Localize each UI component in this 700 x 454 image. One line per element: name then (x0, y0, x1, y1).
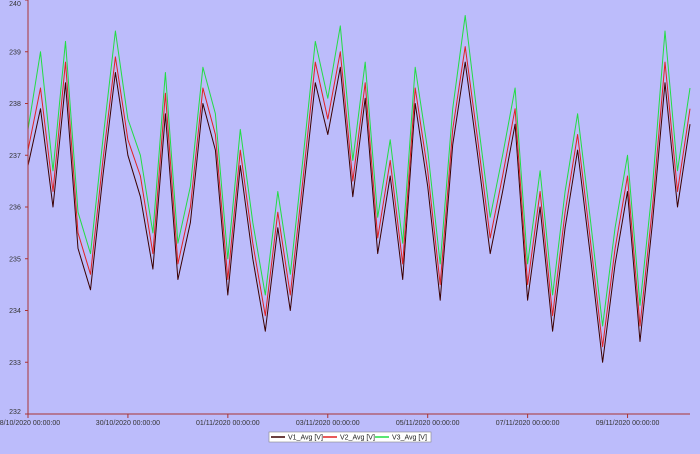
legend-label-v2: V2_Avg [V] (340, 435, 375, 442)
x-tick-label: 05/11/2020 00:00:00 (396, 420, 460, 427)
series-line-v1 (27, 61, 691, 363)
legend: V1_Avg [V] V2_Avg [V] V3_Avg [V] (268, 431, 432, 443)
x-tick-label: 03/11/2020 00:00:00 (296, 420, 360, 427)
y-tick-label: 234 (9, 308, 21, 315)
x-tick-label: 09/11/2020 00:00:00 (596, 420, 660, 427)
legend-label-v1: V1_Avg [V] (288, 435, 323, 442)
y-tick-label: 237 (9, 153, 21, 160)
y-tick-label: 232 (9, 409, 21, 416)
legend-label-v3: V3_Avg [V] (392, 435, 427, 442)
x-tick-label: 30/10/2020 00:00:00 (96, 420, 160, 427)
x-tick-layer: 28/10/2020 00:00:00 30/10/2020 00:00:00 01… (0, 414, 660, 427)
y-tick-label: 235 (9, 256, 21, 263)
series-line-v2 (27, 46, 691, 348)
y-tick-label: 236 (9, 205, 21, 212)
y-tick-label: 233 (9, 360, 21, 367)
series-line-v3 (27, 15, 691, 327)
y-tick-label: 239 (9, 49, 21, 56)
y-tick-label: 238 (9, 101, 21, 108)
x-tick-label: 28/10/2020 00:00:00 (0, 420, 60, 427)
x-tick-label: 07/11/2020 00:00:00 (496, 420, 560, 427)
x-tick-label: 01/11/2020 00:00:00 (196, 420, 260, 427)
y-tick-label: 240 (9, 1, 21, 8)
series-layer (27, 15, 691, 363)
legend-box (268, 431, 432, 443)
y-tick-layer: 232 233 234 235 236 237 238 239 240 (9, 0, 28, 416)
